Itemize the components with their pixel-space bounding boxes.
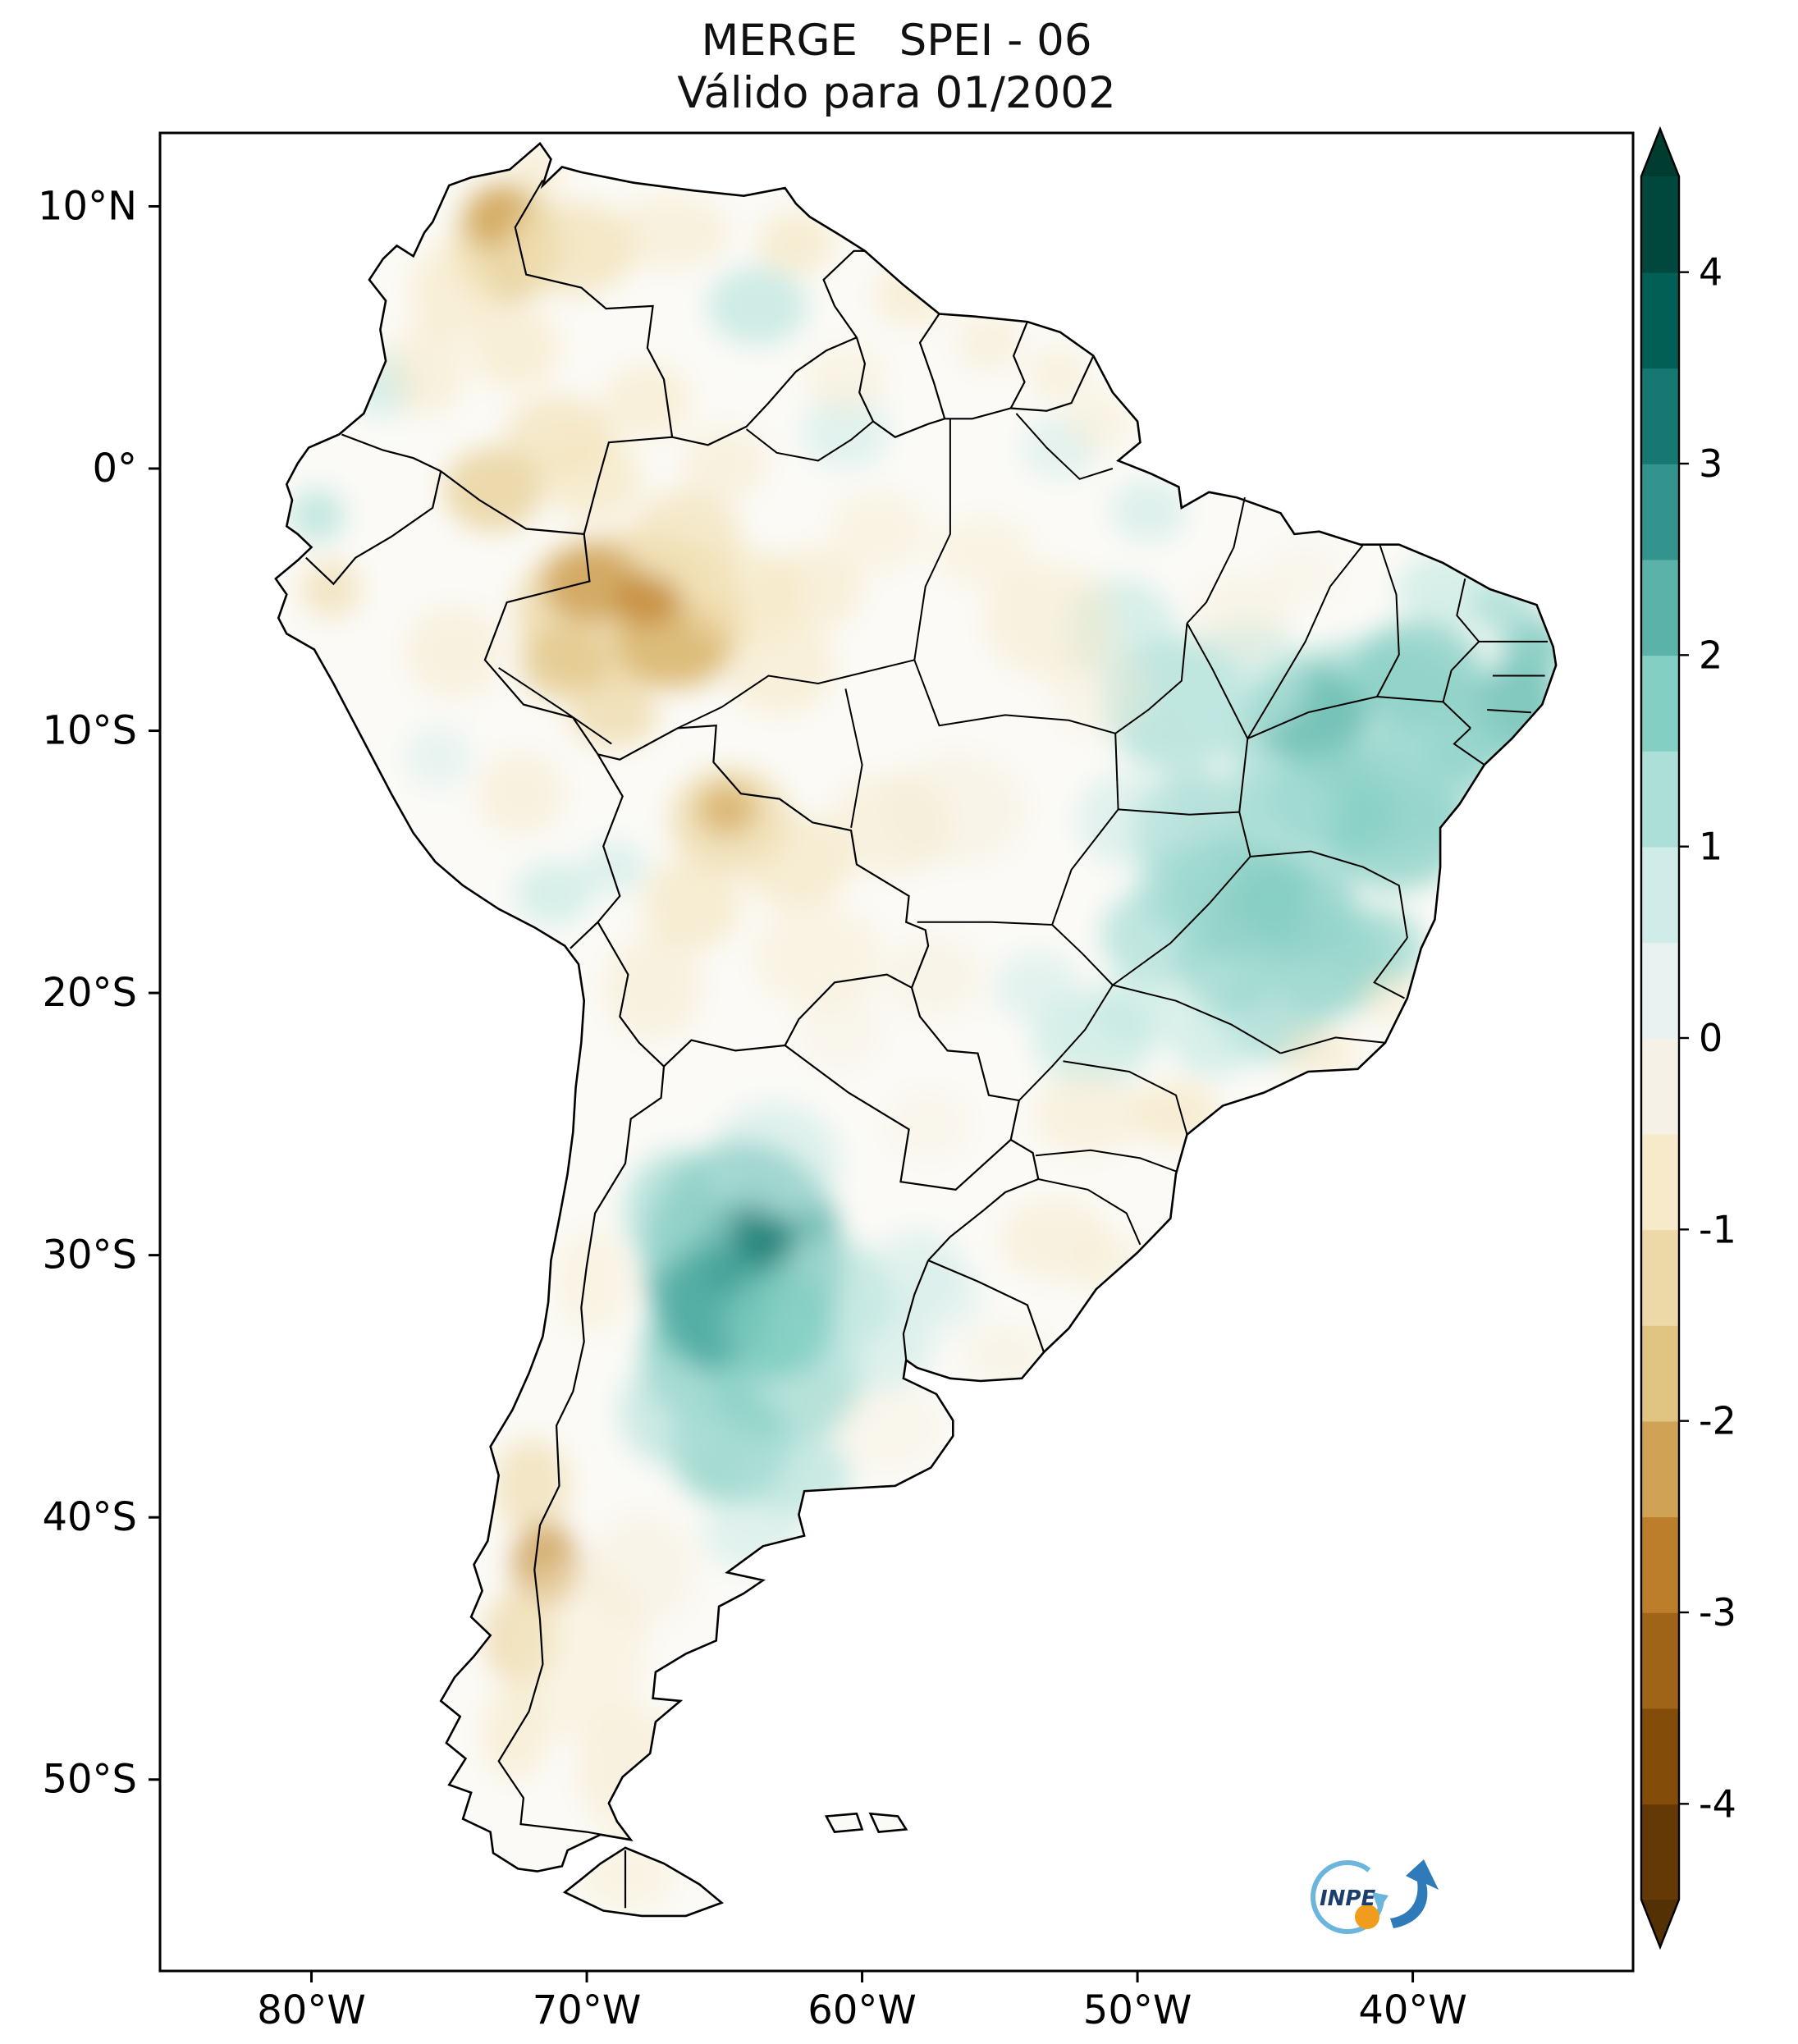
colorbar-tick-label: 2 xyxy=(1699,633,1723,677)
inpe-logo-dot xyxy=(1355,1905,1379,1929)
colorbar-tick-label: -4 xyxy=(1699,1781,1736,1826)
colorbar-tick-label: 4 xyxy=(1699,250,1723,295)
lat-tick-label: 0° xyxy=(92,446,137,492)
lon-tick-label: 70°W xyxy=(533,1987,642,2033)
colorbar-tick-label: 3 xyxy=(1699,441,1723,486)
figure-title: MERGE SPEI - 06 xyxy=(701,16,1092,66)
inpe-logo: INPE xyxy=(1311,1859,1439,1934)
inpe-logo-text: INPE xyxy=(1320,1886,1375,1911)
colorbar-tick-label: 0 xyxy=(1699,1016,1723,1060)
lat-tick-label: 50°S xyxy=(42,1757,137,1803)
inpe-logo-swirl-arrowhead xyxy=(1372,1892,1389,1910)
lat-tick-label: 40°S xyxy=(42,1494,137,1540)
lon-tick-label: 50°W xyxy=(1083,1987,1192,2033)
map-axes: 80°W 70°W 60°W 50°W 40°W 10°N 0° 10°S 20°S 30°S 40… xyxy=(38,131,1635,2033)
colorbar-tick-label: -1 xyxy=(1699,1207,1736,1251)
lat-tick-label: 10°S xyxy=(42,708,137,754)
landmass xyxy=(275,143,1557,1916)
lon-tick-label: 40°W xyxy=(1358,1987,1467,2033)
colorbar-tick-label: -3 xyxy=(1699,1590,1736,1635)
lon-tick-label: 80°W xyxy=(257,1987,366,2033)
inpe-logo-arrow xyxy=(1390,1859,1439,1928)
political-borders xyxy=(274,141,1558,1918)
lat-tick-label: 20°S xyxy=(42,970,137,1016)
colorbar-tick-label: 1 xyxy=(1699,825,1723,869)
lat-tick-label: 30°S xyxy=(42,1232,137,1278)
colorbar: 4 3 2 1 0 -1 -2 -3 -4 xyxy=(1640,126,1736,1950)
colorbar-tick-label: -2 xyxy=(1699,1399,1736,1443)
lon-tick-label: 60°W xyxy=(807,1987,917,2033)
figure-subtitle: Válido para 01/2002 xyxy=(677,68,1116,118)
lat-tick-label: 10°N xyxy=(38,183,137,229)
